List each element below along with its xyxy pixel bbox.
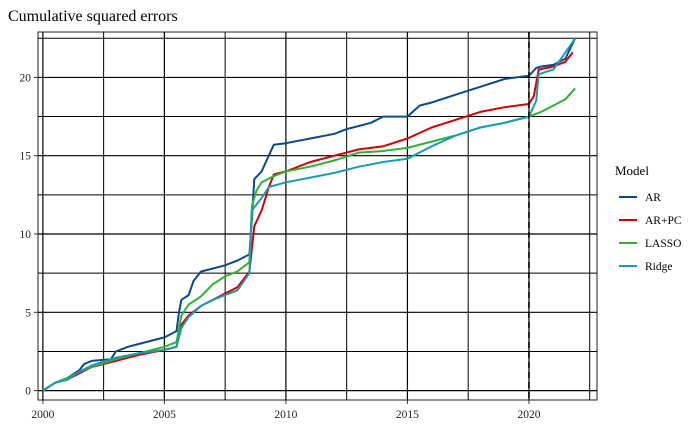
x-axis: 2000 2005 2010 2015 2020 xyxy=(31,400,541,421)
y-axis: 0 5 10 15 20 xyxy=(20,72,38,398)
plot-panel xyxy=(37,31,598,401)
legend-label: LASSO xyxy=(645,238,681,250)
y-tick-label: 5 xyxy=(25,307,31,319)
series-line-ridge xyxy=(42,37,576,392)
y-tick-label: 10 xyxy=(20,229,32,241)
x-tick-label: 2005 xyxy=(153,409,176,421)
legend-label: Ridge xyxy=(645,261,672,273)
series-line-ar-pc xyxy=(42,51,574,392)
y-tick-label: 0 xyxy=(25,386,31,398)
x-tick-label: 2015 xyxy=(396,409,419,421)
panel-border xyxy=(37,31,598,401)
y-tick-label: 20 xyxy=(20,72,32,84)
legend: Model AR AR+PC LASSO Ridge xyxy=(615,163,682,273)
y-tick-label: 15 xyxy=(20,151,32,163)
legend-label: AR+PC xyxy=(645,215,682,227)
legend-title: Model xyxy=(615,163,649,178)
chart-title: Cumulative squared errors xyxy=(8,8,178,25)
x-tick-label: 2000 xyxy=(31,409,54,421)
x-tick-label: 2020 xyxy=(517,409,540,421)
legend-label: AR xyxy=(645,192,661,204)
x-tick-label: 2010 xyxy=(274,409,297,421)
